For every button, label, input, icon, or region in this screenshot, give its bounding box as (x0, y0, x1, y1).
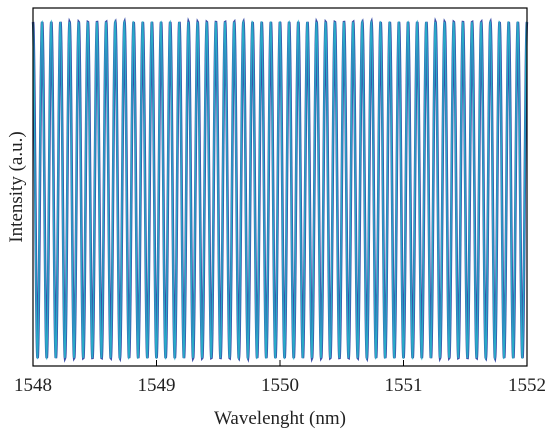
x-tick-label-1548: 1548 (14, 375, 52, 396)
x-tick-label-1549: 1549 (138, 375, 176, 396)
plot-lines (31, 17, 529, 363)
x-tick-label-1550: 1550 (261, 375, 299, 396)
x-tick-label-1552: 1552 (508, 375, 546, 396)
x-axis-title: Wavelenght (nm) (214, 408, 346, 429)
series-line-2 (32, 19, 528, 361)
x-ticks: 1548 1549 1550 1551 1552 (14, 360, 546, 396)
y-axis-title: Intensity (a.u.) (6, 131, 27, 242)
x-tick-label-1551: 1551 (385, 375, 423, 396)
